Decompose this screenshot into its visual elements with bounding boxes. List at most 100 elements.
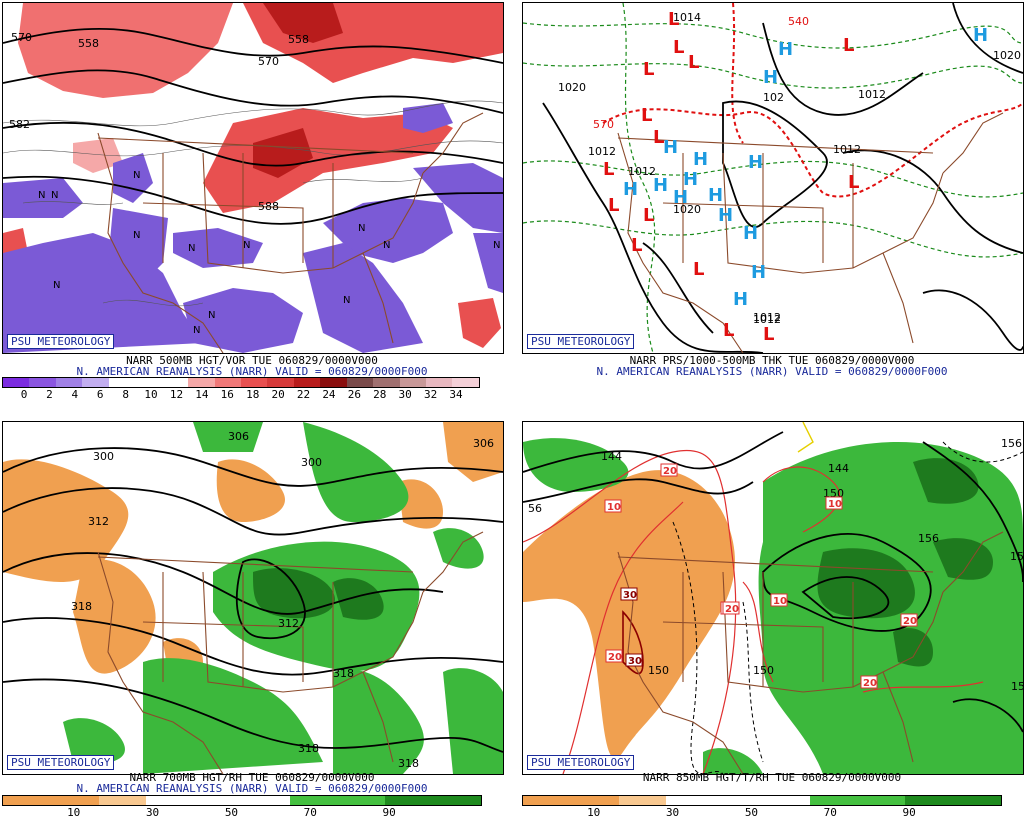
map-500mb: 570 558 570 582 558 588 N N N N N N N N … xyxy=(3,3,503,353)
height-contours xyxy=(3,447,503,753)
low-marker: L xyxy=(603,159,614,180)
color-scale-swatch xyxy=(809,796,858,805)
color-scale-swatch xyxy=(108,378,136,387)
color-scale-swatch xyxy=(385,796,434,805)
contour-label: 318 xyxy=(398,757,419,770)
low-marker: L xyxy=(848,172,859,193)
isotherm-label: 20 xyxy=(605,649,623,663)
color-scale-swatch xyxy=(714,796,762,805)
low-marker: L xyxy=(608,195,619,216)
height-contour-labels: 570 558 570 582 558 588 xyxy=(9,31,309,213)
color-scale-swatch xyxy=(188,378,215,387)
contour-label: 570 xyxy=(11,31,32,44)
low-marker: L xyxy=(843,35,854,56)
thickness-570-line xyxy=(731,3,744,144)
color-scale-swatch xyxy=(857,796,906,805)
color-scale-swatch xyxy=(55,378,83,387)
map-frame: 570 558 570 582 558 588 N N N N N N N N … xyxy=(2,2,504,354)
psu-meteorology-badge: PSU METEOROLOGY xyxy=(527,755,635,770)
high-marker: H xyxy=(663,137,678,158)
contour-label: 144 xyxy=(828,462,849,475)
contour-label: 1012 xyxy=(588,145,616,158)
color-scale-swatch xyxy=(618,796,667,805)
height-contours xyxy=(523,431,1023,733)
color-scale-swatch xyxy=(267,378,294,387)
contour-label: 156 xyxy=(1001,437,1022,450)
color-scale-bar xyxy=(2,377,480,388)
low-marker: L xyxy=(763,324,774,345)
color-scale-tick-label: 90 xyxy=(902,806,916,819)
color-scale-swatch xyxy=(3,796,51,805)
high-marker: H xyxy=(653,175,668,196)
contour-label: 144 xyxy=(601,450,622,463)
n-marker: N xyxy=(53,280,60,291)
map-frame: 1020 1012 1012 1020 1012 1012 1012 1020 … xyxy=(522,2,1024,354)
height-contour-labels: 144 150 144 150 156 150 156 156 56 156 xyxy=(528,437,1023,693)
color-scale-swatch xyxy=(666,796,715,805)
map-pressure: 1020 1012 1012 1020 1012 1012 1012 1020 … xyxy=(523,3,1023,353)
color-scale-tick-label: 16 xyxy=(220,388,234,401)
color-scale-tick-label: 22 xyxy=(296,388,311,401)
high-marker: H xyxy=(718,205,733,226)
color-scale-swatch xyxy=(426,378,453,387)
svg-text:20: 20 xyxy=(725,604,739,615)
n-marker: N xyxy=(358,223,365,234)
color-scale-tick-label: 6 xyxy=(96,388,104,401)
color-scale-swatch xyxy=(433,796,481,805)
map-850mb: 144 150 144 150 156 150 156 156 56 156 2… xyxy=(523,422,1023,774)
color-scale-tick-label: 20 xyxy=(271,388,285,401)
vorticity-positive-areas xyxy=(3,3,503,348)
color-scale-swatch xyxy=(3,378,30,387)
panel-caption-title: NARR 700MB HGT/RH TUE 060829/0000V000 xyxy=(129,771,375,784)
low-marker: L xyxy=(673,37,684,58)
contour-label: 150 xyxy=(753,664,774,677)
n-marker: N xyxy=(243,240,250,251)
contour-label: 1012 xyxy=(753,311,781,324)
color-scale-swatch xyxy=(289,796,338,805)
color-scale-tick-label: 70 xyxy=(303,806,317,819)
psu-meteorology-badge: PSU METEOROLOGY xyxy=(527,334,635,349)
color-scale-tick-label: 30 xyxy=(145,806,160,819)
svg-text:10: 10 xyxy=(607,502,621,513)
map-frame: 144 150 144 150 156 150 156 156 56 156 2… xyxy=(522,421,1024,775)
svg-text:20: 20 xyxy=(863,678,877,689)
isotherm-label: 20 xyxy=(722,601,740,615)
color-scale-swatch xyxy=(320,378,347,387)
map-700mb: 300 306 300 306 312 318 312 318 318 318 xyxy=(3,422,503,774)
panel-caption-title: NARR PRS/1000-500MB THK TUE 060829/0000V… xyxy=(629,354,915,367)
svg-text:30: 30 xyxy=(628,656,642,667)
contour-label: 318 xyxy=(333,667,354,680)
low-marker: L xyxy=(641,105,652,126)
contour-label: 156 xyxy=(1011,680,1023,693)
contour-label: 56 xyxy=(528,502,542,515)
high-pressure-centers: H H H H H H H H H H H H H H H xyxy=(623,25,988,310)
color-scale-tick-label: 8 xyxy=(122,388,129,401)
svg-text:30: 30 xyxy=(623,590,637,601)
contour-label: 1012 xyxy=(858,88,886,101)
rh-dry-areas xyxy=(523,470,735,759)
high-marker: H xyxy=(763,67,778,88)
color-scale-swatch xyxy=(346,378,374,387)
color-scale-swatch xyxy=(905,796,954,805)
color-scale-tick-label: 2 xyxy=(46,388,53,401)
color-scale-tick-label: 30 xyxy=(398,388,412,401)
color-scale-swatch xyxy=(194,796,242,805)
panel-caption-valid: N. AMERICAN REANALYSIS (NARR) VALID = 06… xyxy=(596,365,948,378)
n-marker: N xyxy=(193,325,200,336)
contour-label: 1012 xyxy=(628,165,656,178)
contour-label: 570 xyxy=(593,118,614,131)
contour-label: 582 xyxy=(9,118,30,131)
color-scale-labels: 10 30 50 70 90 xyxy=(522,807,1000,819)
high-marker: H xyxy=(623,179,638,200)
contour-label: 558 xyxy=(288,33,309,46)
low-marker: L xyxy=(653,127,664,148)
color-scale-tick-label: 90 xyxy=(382,806,396,819)
color-scale-swatch xyxy=(135,378,162,387)
n-marker: N xyxy=(383,240,390,251)
color-scale-tick-label: 18 xyxy=(246,388,260,401)
color-scale-tick-label: 0 xyxy=(20,388,28,401)
contour-label: 156 xyxy=(918,532,939,545)
svg-text:10: 10 xyxy=(828,499,842,510)
color-scale-swatch xyxy=(98,796,147,805)
contour-label: 300 xyxy=(301,456,322,469)
